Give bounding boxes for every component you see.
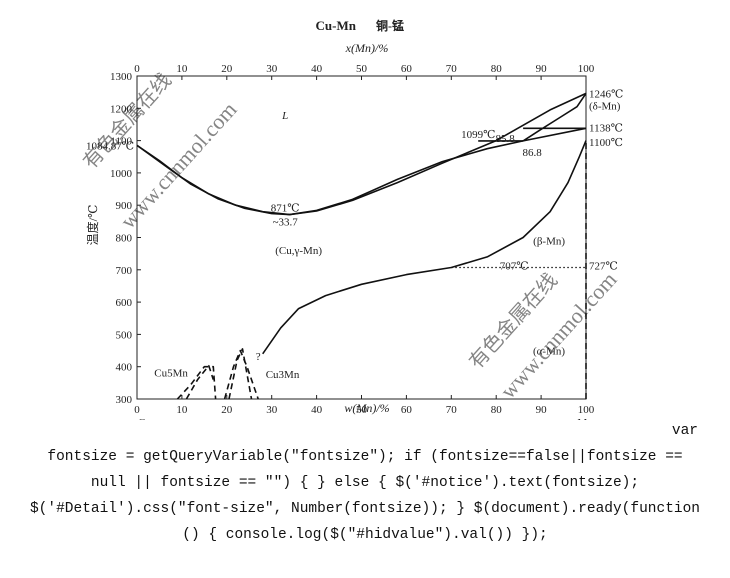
phase-line bbox=[223, 349, 259, 400]
phase-diagram: 有色金属在线 www.cnnmol.com 有色金属在线 www.cnnmol.… bbox=[79, 18, 624, 420]
y-tick-label: 1200 bbox=[110, 103, 133, 115]
top-tick-label: 100 bbox=[578, 63, 595, 75]
y-axis-label: 温度/℃ bbox=[85, 205, 100, 246]
phase-line bbox=[228, 348, 253, 400]
y-tick-label: 300 bbox=[116, 394, 133, 406]
annotation-label: Cu5Mn bbox=[154, 368, 188, 380]
annotation-label: 1084.87℃ bbox=[86, 140, 134, 152]
y-tick-label: 1000 bbox=[110, 168, 133, 180]
annotation-label: (Cu,γ-Mn) bbox=[275, 245, 322, 257]
top-tick-label: 10 bbox=[176, 63, 188, 75]
phase-line bbox=[522, 92, 587, 142]
x-tick-label: 20 bbox=[221, 404, 233, 416]
chart-title-cn: 铜-锰 bbox=[376, 18, 404, 33]
phase-line bbox=[136, 92, 587, 216]
top-tick-label: 80 bbox=[491, 63, 503, 75]
annotation-label: (α-Mn) bbox=[533, 346, 565, 358]
phase-line bbox=[185, 364, 215, 400]
x-tick-label: 40 bbox=[311, 404, 323, 416]
y-tick-label: 1300 bbox=[110, 71, 133, 83]
watermark-cn-1: 有色金属在线 bbox=[79, 69, 176, 174]
phase-line bbox=[176, 365, 217, 400]
annotation-label: 86.8 bbox=[522, 147, 542, 159]
annotation-label: 1099℃ bbox=[461, 129, 495, 141]
annotation-label: 85.8 bbox=[496, 133, 516, 145]
y-tick-label: 900 bbox=[116, 200, 133, 212]
annotation-label: ? bbox=[256, 351, 261, 363]
x-tick-label: 30 bbox=[266, 404, 278, 416]
x-tick-label: 60 bbox=[401, 404, 413, 416]
y-tick-label: 400 bbox=[116, 362, 133, 374]
x-tick-label: 80 bbox=[491, 404, 503, 416]
top-tick-label: 70 bbox=[446, 63, 458, 75]
annotation-label: 1138℃ bbox=[589, 123, 623, 135]
top-tick-label: 20 bbox=[221, 63, 233, 75]
annotation-label: (β-Mn) bbox=[533, 236, 565, 248]
annotation-label: Cu3Mn bbox=[266, 369, 300, 381]
code-line-1: var bbox=[671, 423, 698, 439]
annotation-label: 727℃ bbox=[589, 260, 618, 272]
x-tick-label: 50 bbox=[356, 404, 368, 416]
y-tick-label: 800 bbox=[116, 233, 133, 245]
top-tick-label: 90 bbox=[536, 63, 548, 75]
top-tick-label: 60 bbox=[401, 63, 413, 75]
annotation-label: 707℃ bbox=[500, 260, 529, 272]
annotation-label: 871℃ bbox=[271, 202, 300, 214]
code-line-5: () { console.log($("#hidvalue").val()) }… bbox=[182, 527, 548, 543]
annotation-label: ~33.7 bbox=[273, 216, 299, 228]
x-tick-label: 0 bbox=[134, 404, 140, 416]
axes-group: 0 10 20 30 40 50 60 70 80 90 1000 10 20 30 40 50 60 70 80 9… bbox=[110, 63, 595, 416]
code-line-4: $('#Detail').css("font-size", Number(fon… bbox=[29, 501, 700, 517]
y-tick-label: 500 bbox=[116, 329, 133, 341]
annotation-label: (δ-Mn) bbox=[589, 101, 621, 113]
x-end-label-right: Mn bbox=[577, 417, 593, 420]
code-line-2: fontsize = getQueryVariable("fontsize");… bbox=[47, 449, 683, 465]
top-tick-label: 50 bbox=[356, 63, 368, 75]
x-tick-label: 70 bbox=[446, 404, 458, 416]
y-tick-label: 1100 bbox=[110, 136, 132, 148]
y-tick-label: 700 bbox=[116, 265, 133, 277]
annotation-label: 1246℃ bbox=[589, 88, 623, 100]
x-end-label-left: Cu bbox=[138, 417, 151, 420]
y-tick-label: 600 bbox=[116, 297, 133, 309]
top-axis-label: x(Mn)/% bbox=[345, 41, 389, 55]
x-tick-label: 10 bbox=[176, 404, 188, 416]
x-tick-label: 100 bbox=[578, 404, 595, 416]
annotation-label: L bbox=[281, 110, 288, 122]
top-tick-label: 30 bbox=[266, 63, 278, 75]
top-tick-label: 0 bbox=[134, 63, 140, 75]
annotation-label: 1100℃ bbox=[589, 137, 623, 149]
chart-title: Cu-Mn bbox=[316, 18, 357, 33]
x-axis-label: w(Mn)/% bbox=[344, 401, 389, 415]
code-line-3: null || fontsize == "") { } else { $('#n… bbox=[90, 475, 640, 491]
script-text-block: var fontsize = getQueryVariable("fontsiz… bbox=[0, 418, 730, 548]
annotations-group: 1084.87℃ L 871℃ ~33.7 (Cu,γ-Mn) 1099℃ 85.8 86.8… bbox=[86, 88, 623, 380]
x-tick-label: 90 bbox=[536, 404, 548, 416]
top-tick-label: 40 bbox=[311, 63, 323, 75]
series-group bbox=[136, 92, 587, 400]
